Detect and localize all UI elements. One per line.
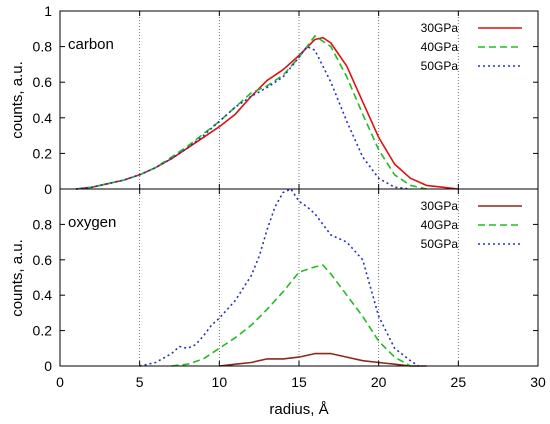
legend-label-40GPa: 40GPa [421, 40, 459, 54]
y-tick-label: 0.6 [33, 252, 53, 268]
y-tick-label: 0.2 [33, 145, 53, 161]
y-axis-title-bottom: counts, a.u. [9, 239, 26, 317]
series-line-30GPa [219, 352, 427, 367]
y-tick-label: 0.6 [33, 74, 53, 90]
y-tick-label: 0.8 [33, 216, 53, 232]
x-tick-label: 20 [371, 374, 387, 390]
x-tick-label: 5 [136, 374, 144, 390]
y-tick-label: 0.4 [33, 110, 53, 126]
y-tick-label: 0 [44, 358, 52, 374]
panel-label-carbon: carbon [68, 36, 114, 53]
y-tick-label: 1 [44, 3, 52, 19]
series-line-40GPa [171, 264, 411, 367]
series-line-50GPa [75, 45, 411, 190]
y-tick-label: 0.2 [33, 323, 53, 339]
series-line-40GPa [75, 35, 427, 190]
panel-label-oxygen: oxygen [68, 214, 116, 231]
series-line-50GPa [139, 188, 419, 367]
legend-label-50GPa: 50GPa [421, 59, 459, 73]
y-axis-title-top: counts, a.u. [9, 61, 26, 139]
legend-label-40GPa: 40GPa [421, 218, 459, 232]
x-axis-title: radius, Å [269, 401, 328, 418]
y-tick-label: 0.8 [33, 39, 53, 55]
plot-frame [59, 10, 539, 190]
y-tick-label: 0 [44, 181, 52, 197]
legend-label-30GPa: 30GPa [421, 199, 459, 213]
x-tick-label: 25 [451, 374, 467, 390]
legend-label-50GPa: 50GPa [421, 237, 459, 251]
x-tick-label: 15 [291, 374, 307, 390]
x-tick-label: 10 [212, 374, 228, 390]
panel-oxygen: 0 5 10 15 20 25 30 0 0.2 0.4 0.6 0.8 oxygen 30GPa 40GP… [33, 188, 546, 390]
x-tick-label: 0 [56, 374, 64, 390]
series-line-30GPa [75, 36, 459, 190]
x-tick-label: 30 [530, 374, 546, 390]
y-tick-label: 0.4 [33, 287, 53, 303]
panel-carbon: 0 0.2 0.4 0.6 0.8 1 carbon 30GPa 40GPa 50GPa [33, 3, 539, 197]
legend-label-30GPa: 30GPa [421, 21, 459, 35]
